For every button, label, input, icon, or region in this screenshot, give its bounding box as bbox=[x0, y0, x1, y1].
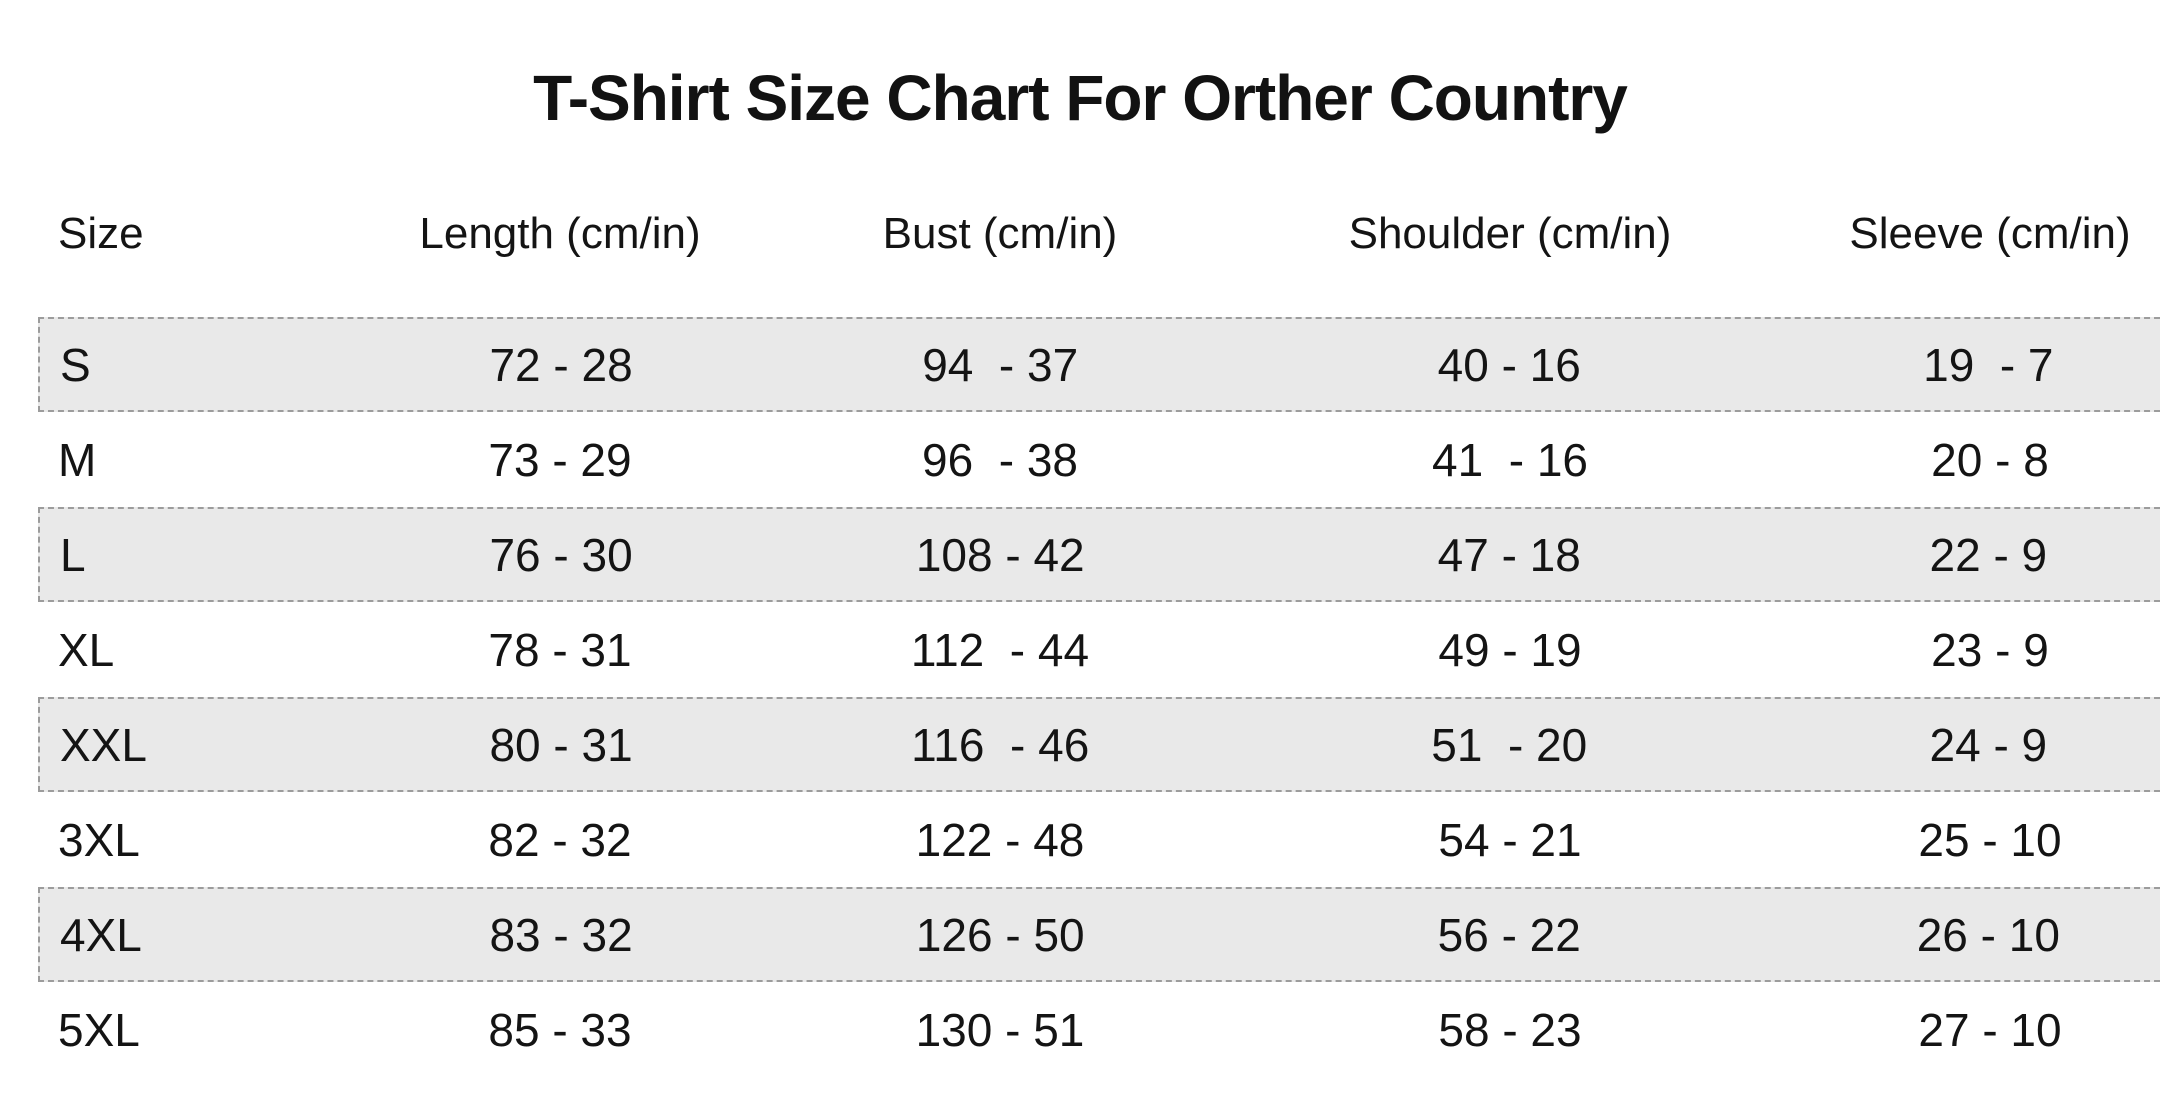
cell-value: 116 - 46 bbox=[911, 718, 1090, 771]
column-header-length: Length (cm/in) bbox=[419, 208, 701, 258]
cell-value: 24 - 9 bbox=[1929, 718, 2048, 771]
cell-value: 49 - 19 bbox=[1438, 623, 1582, 676]
cell-value: 72 - 28 bbox=[489, 338, 633, 391]
cell-value: 108 - 42 bbox=[915, 528, 1085, 581]
table-row: L 76 - 30 108 - 42 47 - 18 22 - 9 bbox=[38, 507, 2160, 602]
cell-value: 73 - 29 bbox=[488, 433, 632, 486]
cell-value: 112 - 44 bbox=[910, 623, 1090, 676]
column-header-bust: Bust (cm/in) bbox=[882, 208, 1118, 258]
table-row: XL 78 - 31 112 - 44 49 - 19 23 - 9 bbox=[38, 602, 2160, 697]
cell-value: 20 - 8 bbox=[1931, 433, 2049, 486]
cell-value: 22 - 9 bbox=[1929, 528, 2048, 581]
cell-value: 47 - 18 bbox=[1437, 528, 1581, 581]
cell-value: 56 - 22 bbox=[1437, 908, 1581, 961]
table-row: M 73 - 29 96 - 38 41 - 16 20 - 8 bbox=[38, 412, 2160, 507]
cell-value: 85 - 33 bbox=[488, 1003, 632, 1056]
cell-value: 130 - 51 bbox=[915, 1003, 1085, 1056]
cell-size: S bbox=[60, 338, 91, 391]
cell-value: 26 - 10 bbox=[1916, 908, 2060, 961]
cell-size: M bbox=[58, 433, 97, 486]
cell-value: 23 - 9 bbox=[1931, 623, 2049, 676]
cell-value: 25 - 10 bbox=[1918, 813, 2062, 866]
cell-size: XL bbox=[58, 623, 115, 676]
cell-size: L bbox=[60, 528, 86, 581]
cell-value: 51 - 20 bbox=[1431, 718, 1588, 771]
cell-size: 4XL bbox=[60, 908, 142, 961]
cell-size: 3XL bbox=[58, 813, 140, 866]
cell-size: XXL bbox=[60, 718, 147, 771]
table-row: 5XL 85 - 33 130 - 51 58 - 23 27 - 10 bbox=[38, 982, 2160, 1077]
table-header-row: Size Length (cm/in) Bust (cm/in) Shoulde… bbox=[38, 186, 2160, 281]
cell-value: 83 - 32 bbox=[489, 908, 633, 961]
page-title: T-Shirt Size Chart For Orther Country bbox=[533, 62, 1628, 134]
column-header-sleeve: Sleeve (cm/in) bbox=[1849, 208, 2131, 258]
cell-size: 5XL bbox=[58, 1003, 140, 1056]
cell-value: 54 - 21 bbox=[1438, 813, 1582, 866]
cell-value: 126 - 50 bbox=[915, 908, 1085, 961]
column-header-size: Size bbox=[58, 208, 144, 258]
cell-value: 80 - 31 bbox=[489, 718, 633, 771]
table-row: 4XL 83 - 32 126 - 50 56 - 22 26 - 10 bbox=[38, 887, 2160, 982]
cell-value: 78 - 31 bbox=[488, 623, 632, 676]
size-chart-table: Size Length (cm/in) Bust (cm/in) Shoulde… bbox=[38, 186, 2160, 1077]
cell-value: 96 - 38 bbox=[922, 433, 1078, 486]
cell-value: 19 - 7 bbox=[1923, 338, 2054, 391]
cell-value: 76 - 30 bbox=[489, 528, 633, 581]
cell-value: 41 - 16 bbox=[1432, 433, 1588, 486]
table-row: 3XL 82 - 32 122 - 48 54 - 21 25 - 10 bbox=[38, 792, 2160, 887]
column-header-shoulder: Shoulder (cm/in) bbox=[1348, 208, 1672, 258]
table-row: XXL 80 - 31 116 - 46 51 - 20 24 - 9 bbox=[38, 697, 2160, 792]
cell-value: 122 - 48 bbox=[915, 813, 1085, 866]
table-row: S 72 - 28 94 - 37 40 - 16 19 - 7 bbox=[38, 317, 2160, 412]
cell-value: 82 - 32 bbox=[488, 813, 632, 866]
table-body: S 72 - 28 94 - 37 40 - 16 19 - 7 M 73 - 29 96 -… bbox=[38, 317, 2160, 1077]
cell-value: 40 - 16 bbox=[1437, 338, 1581, 391]
cell-value: 27 - 10 bbox=[1918, 1003, 2062, 1056]
cell-value: 58 - 23 bbox=[1438, 1003, 1582, 1056]
cell-value: 94 - 37 bbox=[922, 338, 1079, 391]
